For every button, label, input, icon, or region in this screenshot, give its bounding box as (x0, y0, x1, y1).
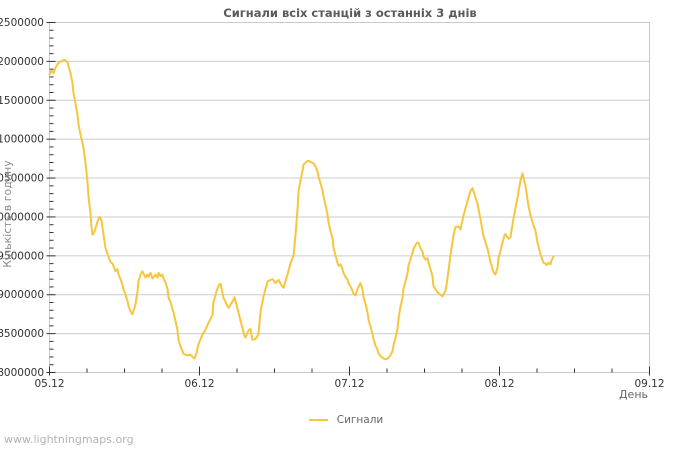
y-tick-label: 12500000 (0, 17, 44, 29)
y-tick-label: 8000000 (0, 367, 44, 379)
y-tick-label: 10500000 (0, 173, 44, 185)
y-tick-label: 12000000 (0, 56, 44, 68)
chart-title: Сигнали всіх станцій з останніх 3 днів (223, 6, 477, 20)
plot-border (49, 22, 650, 373)
legend-label: Сигнали (336, 414, 384, 426)
x-tick-label: 08.12 (484, 378, 514, 390)
y-tick-label: 9000000 (0, 289, 44, 301)
signal-line (48, 58, 555, 361)
x-tick-label: 09.12 (634, 378, 664, 390)
x-tick-label: 06.12 (184, 378, 214, 390)
y-axis-title: Кількість в годину (1, 160, 14, 268)
y-tick-label: 8500000 (0, 328, 44, 340)
y-tick-label: 10000000 (0, 211, 44, 223)
watermark: www.lightningmaps.org (4, 433, 134, 446)
y-tick-label: 11500000 (0, 95, 44, 107)
y-tick-label: 9500000 (0, 250, 44, 262)
y-tick-label: 11000000 (0, 134, 44, 146)
x-tick-label: 07.12 (334, 378, 364, 390)
series-line-swatch-icon (308, 419, 328, 421)
legend: Сигнали (0, 414, 692, 426)
x-tick-label: 05.12 (34, 378, 64, 390)
x-axis-title: День (618, 388, 648, 401)
